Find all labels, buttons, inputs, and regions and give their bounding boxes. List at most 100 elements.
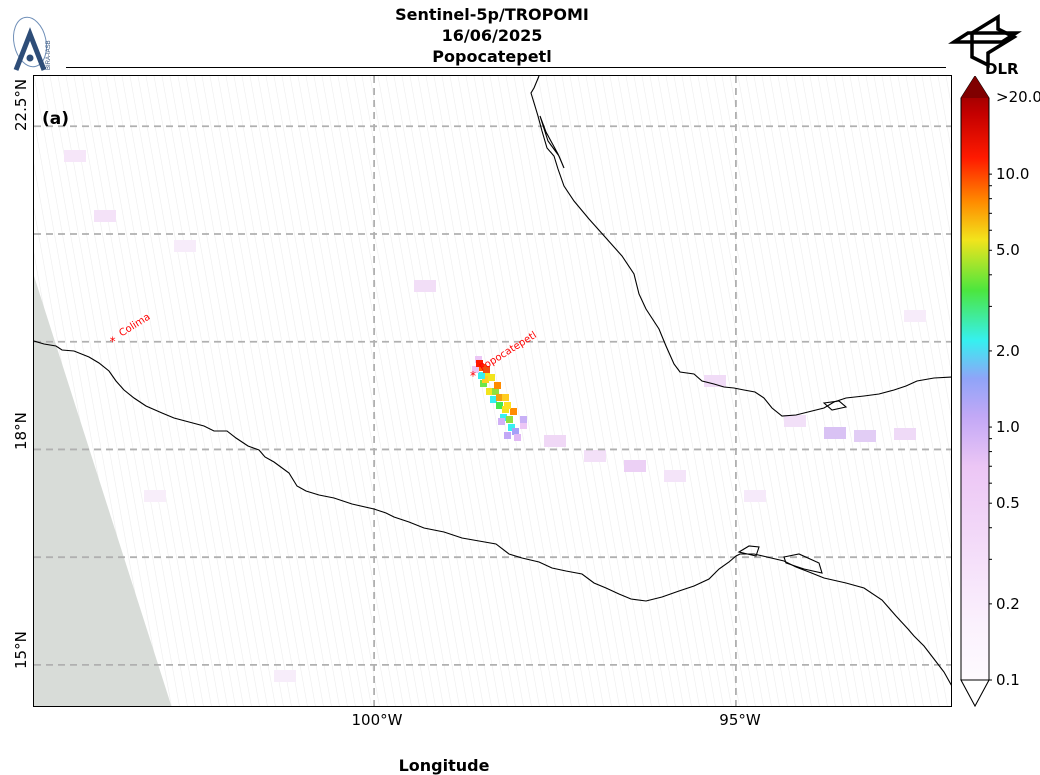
swath-line <box>881 76 951 462</box>
so2-plume-cell <box>498 418 505 425</box>
so2-plume-main <box>472 356 527 441</box>
map-panel: * Colima * Popocatepetl <box>33 75 952 707</box>
swath-line <box>233 76 348 706</box>
colorbar-body <box>960 75 990 708</box>
swath-line <box>505 76 620 706</box>
swath-line <box>521 76 636 706</box>
so2-background-cell <box>904 310 926 322</box>
swath-line <box>393 76 508 706</box>
swath-line <box>281 76 396 706</box>
swath-line <box>57 76 172 706</box>
so2-plume-cell <box>502 394 509 401</box>
swath-line <box>633 76 748 706</box>
swath-line <box>713 76 828 706</box>
swath-line <box>801 76 916 706</box>
so2-plume-cell <box>475 356 482 363</box>
chart-title-volcano: Popocatepetl <box>432 47 552 66</box>
colorbar-ticks <box>989 173 994 681</box>
swath-line <box>401 76 516 706</box>
so2-plume-cell <box>520 422 527 429</box>
swath-line <box>649 76 764 706</box>
swath-line <box>257 76 372 706</box>
swath-line <box>337 76 452 706</box>
swath-line <box>153 76 268 706</box>
bira-logo-text: BIRA-IASB <box>46 40 52 70</box>
swath-line <box>377 76 492 706</box>
swath-line <box>553 76 668 706</box>
swath-line <box>241 76 356 706</box>
swath-line <box>841 76 951 684</box>
swath-line <box>345 76 460 706</box>
swath-line <box>897 76 951 373</box>
colorbar <box>960 75 994 712</box>
so2-background-cell <box>894 428 916 440</box>
swath-line <box>593 76 708 706</box>
swath-line <box>537 76 652 706</box>
so2-plume-cell <box>483 372 490 379</box>
swath-line <box>561 76 676 706</box>
swath-line <box>489 76 604 706</box>
swath-line <box>665 76 780 706</box>
colorbar-tick-label: 0.5 <box>996 494 1020 513</box>
swath-line <box>217 76 332 706</box>
so2-plume-cell <box>494 382 501 389</box>
swath-line <box>705 76 820 706</box>
dlr-logo-text: DLR <box>985 60 1019 78</box>
swath-line <box>145 76 260 706</box>
swath-line <box>857 76 951 595</box>
so2-plume-cell <box>520 416 527 423</box>
chart-title-date: 16/06/2025 <box>441 26 543 45</box>
swath-line <box>481 76 596 706</box>
so2-background-cell <box>664 470 686 482</box>
so2-plume-cell <box>486 388 493 395</box>
so2-plume-cell <box>483 366 490 373</box>
swath-line <box>449 76 564 706</box>
swath-line <box>625 76 740 706</box>
swath-line <box>169 76 284 706</box>
swath-line <box>609 76 724 706</box>
so2-plume-cell <box>476 360 483 367</box>
volcano-label: Colima <box>117 312 152 340</box>
graticule <box>34 76 951 706</box>
swath-line <box>161 76 276 706</box>
bira-iasb-logo: BIRA-IASB <box>10 14 60 76</box>
so2-background-cell <box>144 490 166 502</box>
swath-line <box>385 76 500 706</box>
swath-line <box>473 76 588 706</box>
colorbar-extend-top <box>961 76 989 98</box>
swath-line <box>641 76 756 706</box>
so2-plume-cell <box>479 364 486 371</box>
swath-line <box>409 76 524 706</box>
so2-background-cell <box>854 430 876 442</box>
swath-line <box>81 76 196 706</box>
swath-line <box>889 76 951 417</box>
no-data-region <box>34 276 172 706</box>
swath-line <box>833 76 948 706</box>
swath-line <box>97 76 212 706</box>
so2-background-cell <box>274 670 296 682</box>
so2-background-cell <box>624 460 646 472</box>
so2-background-cell <box>94 210 116 222</box>
colorbar-tick-label: 10.0 <box>996 165 1030 184</box>
swath-line <box>785 76 900 706</box>
swath-line <box>849 76 951 639</box>
so2-plume-cell <box>496 402 503 409</box>
swath-line <box>369 76 484 706</box>
lat-tick-label-22-5: 22.5°N <box>12 78 30 131</box>
swath-line <box>425 76 540 706</box>
swath-line <box>193 76 308 706</box>
swath-line <box>225 76 340 706</box>
swath-line <box>497 76 612 706</box>
swath-line <box>865 76 951 550</box>
so2-plume-cell <box>512 428 519 435</box>
swath-line <box>569 76 684 706</box>
so2-background-cell <box>414 280 436 292</box>
swath-line <box>201 76 316 706</box>
swath-line <box>177 76 292 706</box>
lat-tick-label-18: 18°N <box>12 412 30 450</box>
so2-plume-faint <box>64 150 926 682</box>
so2-plume-cell <box>482 376 489 383</box>
so2-background-cell <box>704 375 726 387</box>
so2-plume-cell <box>478 372 485 379</box>
swath-line <box>65 76 180 706</box>
